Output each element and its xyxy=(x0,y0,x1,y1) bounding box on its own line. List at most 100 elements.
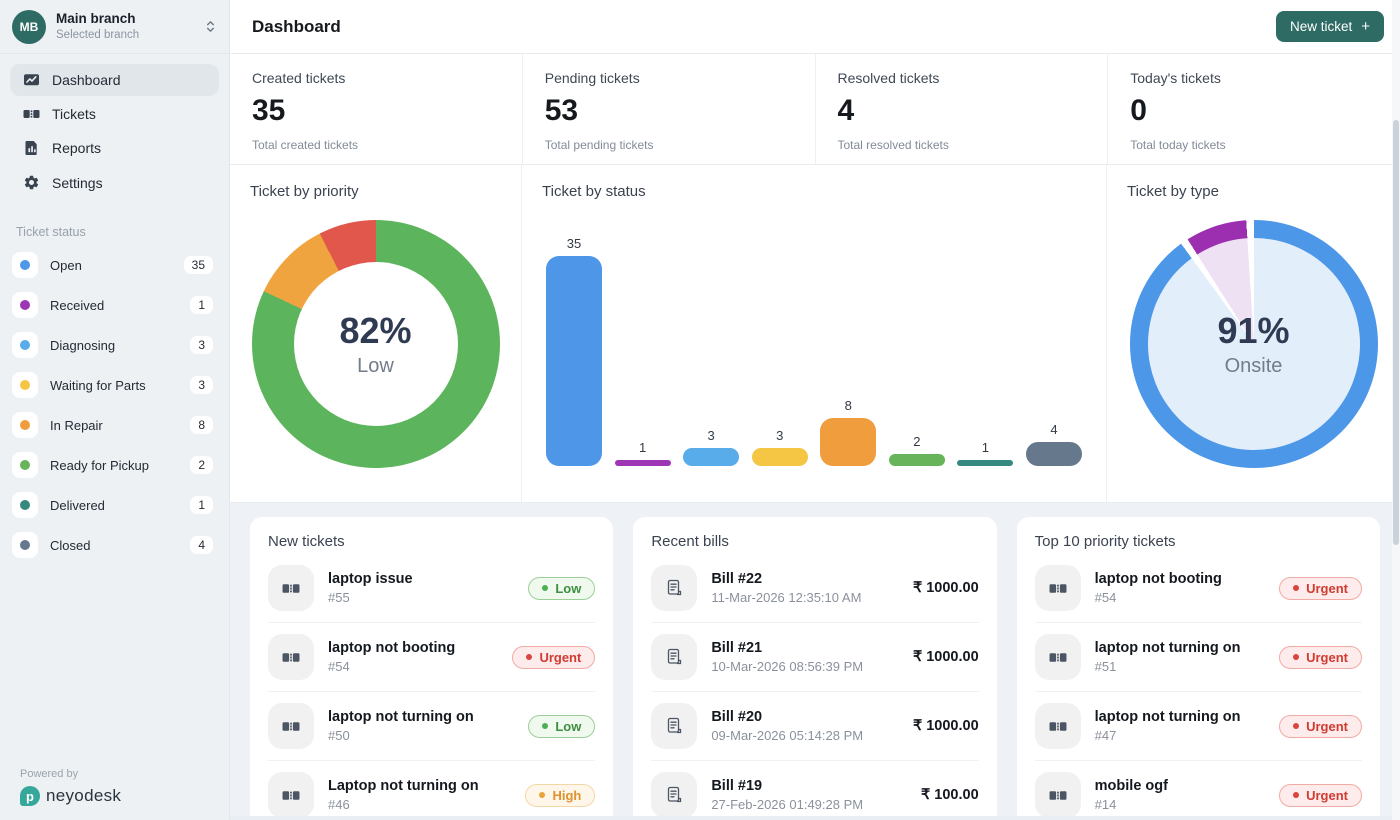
status-item-waiting-for-parts[interactable]: Waiting for Parts 3 xyxy=(0,369,229,401)
ticket-row-text: mobile ogf #14 xyxy=(1095,778,1265,812)
bar-rect xyxy=(957,460,1014,466)
ticket-row[interactable]: Laptop not turning on #46 High xyxy=(268,761,596,820)
bar-rect xyxy=(614,460,671,466)
ticket-id: #46 xyxy=(328,797,350,812)
stat-value: 53 xyxy=(544,94,579,127)
ticket-row[interactable]: laptop not turning on #47 Urgent xyxy=(1034,692,1362,761)
new-ticket-button[interactable]: New ticket + xyxy=(1275,11,1384,42)
ticket-row[interactable]: mobile ogf #14 Urgent xyxy=(1034,761,1362,820)
priority-badge: Urgent xyxy=(1279,783,1362,807)
bill-icon xyxy=(651,565,698,611)
bar-value-label: 1 xyxy=(981,440,989,455)
sidebar-item-dashboard[interactable]: Dashboard xyxy=(10,64,219,96)
bar-rect xyxy=(546,256,602,466)
chart-title-type: Ticket by type xyxy=(1127,183,1219,200)
ticket-row[interactable]: laptop not turning on #51 Urgent xyxy=(1034,623,1362,692)
badge-label: High xyxy=(552,787,582,803)
ticket-title: laptop not turning on xyxy=(1094,640,1241,656)
chart-title-priority: Ticket by priority xyxy=(250,183,359,200)
status-label: Closed xyxy=(50,537,91,553)
badge-label: Urgent xyxy=(1306,718,1348,734)
bill-title: Bill #20 xyxy=(711,709,763,725)
stat-title: Created tickets xyxy=(252,70,346,86)
status-color-dot xyxy=(20,500,30,510)
bill-title: Bill #21 xyxy=(711,640,763,656)
brand-name: neyodesk xyxy=(46,786,122,805)
vertical-scrollbar-track[interactable] xyxy=(1392,0,1400,820)
stat-title: Resolved tickets xyxy=(837,70,940,86)
status-dot-box xyxy=(12,372,38,398)
vertical-scrollbar-thumb[interactable] xyxy=(1393,120,1399,545)
bill-title: Bill #22 xyxy=(711,571,763,587)
branch-selector[interactable]: MB Main branch Selected branch xyxy=(0,0,229,54)
ticket-row[interactable]: laptop not booting #54 Urgent xyxy=(1034,554,1362,623)
bill-row[interactable]: Bill #19 27-Feb-2026 01:49:28 PM ₹ 100.00 xyxy=(651,761,979,820)
tickets-icon xyxy=(22,106,40,122)
main-content: Dashboard New ticket + Created tickets 35… xyxy=(230,0,1400,820)
branch-subtitle: Selected branch xyxy=(56,28,140,41)
bill-row[interactable]: Bill #20 09-Mar-2026 05:14:28 PM ₹ 1000.00 xyxy=(651,692,979,761)
status-item-closed[interactable]: Closed 4 xyxy=(0,529,229,561)
sidebar-item-tickets[interactable]: Tickets xyxy=(10,98,219,130)
ticket-row[interactable]: laptop not booting #54 Urgent xyxy=(268,623,596,692)
status-item-in-repair[interactable]: In Repair 8 xyxy=(0,409,229,441)
status-label: Open xyxy=(50,257,82,273)
status-item-delivered[interactable]: Delivered 1 xyxy=(0,489,229,521)
sidebar-footer: Powered by p neyodesk xyxy=(20,768,121,806)
stat-card: Pending tickets 53 Total pending tickets xyxy=(523,54,816,164)
status-count-badge: 1 xyxy=(190,296,213,314)
neyodesk-logo-icon: p xyxy=(20,786,40,806)
bar-rect xyxy=(1025,442,1082,466)
status-item-diagnosing[interactable]: Diagnosing 3 xyxy=(0,329,229,361)
status-dot-box xyxy=(12,412,38,438)
plus-icon: + xyxy=(1361,18,1370,35)
bill-amount: ₹ 1000.00 xyxy=(912,649,979,665)
priority-badge: Low xyxy=(528,576,596,600)
priority-badge: Urgent xyxy=(512,645,596,669)
badge-label: Urgent xyxy=(1306,580,1348,596)
ticket-icon xyxy=(268,634,314,680)
status-count-badge: 8 xyxy=(190,416,213,434)
stat-subtitle: Total today tickets xyxy=(1130,138,1226,152)
sidebar-item-settings[interactable]: Settings xyxy=(10,166,219,199)
recent-bills-card: Recent bills Bill #22 11-Mar-2026 12:35:1… xyxy=(633,517,997,820)
status-count-badge: 2 xyxy=(190,456,213,474)
status-dot-box xyxy=(12,452,38,478)
ticket-row-text: laptop issue #55 xyxy=(328,571,514,605)
bar-value-label: 3 xyxy=(707,428,715,443)
status-color-dot xyxy=(20,420,30,430)
status-label: Delivered xyxy=(50,497,105,513)
status-label: In Repair xyxy=(50,417,103,433)
bar-value-label: 35 xyxy=(566,236,582,251)
bill-row[interactable]: Bill #22 11-Mar-2026 12:35:10 AM ₹ 1000.00 xyxy=(651,554,979,623)
ticket-row[interactable]: laptop issue #55 Low xyxy=(268,554,596,623)
stat-card: Resolved tickets 4 Total resolved tickets xyxy=(816,54,1109,164)
new-tickets-list: laptop issue #55 Low laptop not booting #54 U… xyxy=(268,554,596,820)
recent-bills-title: Recent bills xyxy=(651,533,729,550)
dashboard-icon xyxy=(22,72,40,88)
stat-value: 35 xyxy=(252,94,286,127)
sidebar: MB Main branch Selected branch Dashboard… xyxy=(0,0,230,820)
status-item-received[interactable]: Received 1 xyxy=(0,289,229,321)
badge-label: Low xyxy=(555,580,582,596)
bill-row-text: Bill #21 10-Mar-2026 08:56:39 PM xyxy=(711,640,899,674)
new-tickets-title: New tickets xyxy=(268,533,345,550)
ticket-icon xyxy=(268,703,314,749)
donut-hole xyxy=(293,262,458,426)
status-dot-box xyxy=(12,492,38,518)
horizontal-scrollbar-track[interactable] xyxy=(230,816,1392,820)
status-item-ready-for-pickup[interactable]: Ready for Pickup 2 xyxy=(0,449,229,481)
sidebar-item-reports[interactable]: Reports xyxy=(10,132,219,164)
ticket-row-text: laptop not turning on #50 xyxy=(328,709,514,743)
ticket-title: Laptop not turning on xyxy=(328,778,479,794)
sidebar-item-label: Settings xyxy=(52,174,103,191)
ticket-row[interactable]: laptop not turning on #50 Low xyxy=(268,692,596,761)
stat-value: 4 xyxy=(837,94,855,127)
status-color-dot xyxy=(20,260,30,270)
bill-row[interactable]: Bill #21 10-Mar-2026 08:56:39 PM ₹ 1000.00 xyxy=(651,623,979,692)
new-tickets-card: New tickets laptop issue #55 Low laptop not… xyxy=(250,517,614,820)
new-ticket-label: New ticket xyxy=(1289,19,1353,34)
bill-title: Bill #19 xyxy=(711,778,763,794)
priority-badge: Urgent xyxy=(1279,576,1362,600)
status-item-open[interactable]: Open 35 xyxy=(0,249,229,281)
